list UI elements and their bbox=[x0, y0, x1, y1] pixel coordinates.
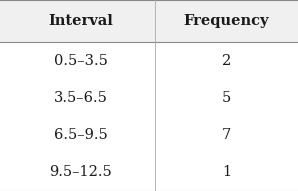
FancyBboxPatch shape bbox=[0, 154, 298, 191]
FancyBboxPatch shape bbox=[0, 42, 298, 79]
Text: 5: 5 bbox=[222, 91, 231, 105]
Text: 9.5–12.5: 9.5–12.5 bbox=[49, 165, 112, 179]
Text: 0.5–3.5: 0.5–3.5 bbox=[54, 54, 107, 68]
Text: Frequency: Frequency bbox=[184, 14, 269, 28]
Text: 6.5–9.5: 6.5–9.5 bbox=[54, 128, 107, 142]
Text: 7: 7 bbox=[222, 128, 231, 142]
Text: 3.5–6.5: 3.5–6.5 bbox=[54, 91, 107, 105]
FancyBboxPatch shape bbox=[0, 117, 298, 154]
Text: 1: 1 bbox=[222, 165, 231, 179]
Text: 2: 2 bbox=[222, 54, 231, 68]
Text: Interval: Interval bbox=[48, 14, 113, 28]
FancyBboxPatch shape bbox=[0, 0, 298, 42]
FancyBboxPatch shape bbox=[0, 79, 298, 117]
